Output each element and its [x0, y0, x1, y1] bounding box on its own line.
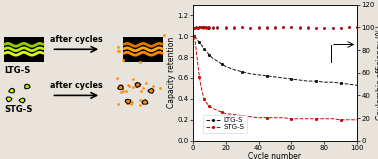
LTG-S	[281, 77, 285, 79]
LTG-S	[305, 80, 310, 82]
Polygon shape	[136, 83, 140, 87]
STG-S	[347, 119, 351, 121]
Bar	[4, 37, 44, 62]
STG-S	[199, 85, 203, 87]
STG-S	[195, 62, 200, 64]
Polygon shape	[135, 82, 141, 88]
LTG-S	[194, 37, 198, 39]
Polygon shape	[8, 88, 15, 93]
Line: LTG-S: LTG-S	[194, 35, 358, 86]
Text: STG-S: STG-S	[4, 105, 33, 114]
LTG-S	[204, 50, 208, 52]
LTG-S	[355, 84, 359, 86]
Polygon shape	[10, 89, 14, 92]
STG-S	[207, 105, 212, 107]
Bar	[123, 37, 163, 62]
STG-S	[232, 114, 236, 116]
STG-S	[330, 118, 335, 120]
LTG-S	[248, 73, 253, 75]
Text: after cycles: after cycles	[50, 35, 103, 44]
STG-S	[192, 35, 197, 37]
LTG-S	[199, 44, 203, 45]
STG-S	[220, 111, 225, 113]
Polygon shape	[119, 86, 122, 89]
STG-S	[281, 117, 285, 119]
LTG-S	[256, 74, 261, 76]
Text: LTG-S: LTG-S	[4, 66, 31, 75]
LTG-S	[322, 81, 327, 83]
LTG-S	[289, 78, 294, 80]
STG-S	[289, 118, 294, 120]
LTG-S	[210, 57, 215, 59]
Line: STG-S: STG-S	[194, 35, 358, 121]
STG-S	[256, 117, 261, 119]
LTG-S	[202, 48, 206, 50]
STG-S	[305, 118, 310, 120]
STG-S	[297, 118, 302, 120]
Polygon shape	[5, 97, 12, 102]
LTG-S	[220, 63, 225, 65]
STG-S	[223, 113, 228, 114]
STG-S	[205, 103, 210, 105]
STG-S	[248, 116, 253, 118]
LTG-S	[265, 75, 269, 77]
STG-S	[200, 93, 205, 95]
LTG-S	[339, 82, 343, 84]
Polygon shape	[126, 100, 130, 103]
LTG-S	[223, 66, 228, 67]
STG-S	[215, 109, 220, 111]
STG-S	[273, 117, 277, 119]
Polygon shape	[19, 97, 25, 103]
STG-S	[314, 118, 318, 120]
Polygon shape	[20, 99, 24, 102]
Polygon shape	[147, 88, 155, 94]
Polygon shape	[124, 99, 131, 104]
Polygon shape	[25, 85, 29, 88]
LTG-S	[205, 52, 210, 54]
Polygon shape	[143, 100, 147, 104]
LTG-S	[314, 80, 318, 82]
Polygon shape	[7, 98, 11, 101]
STG-S	[339, 119, 343, 121]
LTG-S	[195, 39, 200, 41]
LTG-S	[297, 79, 302, 81]
STG-S	[204, 101, 208, 103]
LTG-S	[192, 35, 197, 37]
STG-S	[197, 76, 201, 78]
LTG-S	[197, 41, 201, 43]
STG-S	[355, 119, 359, 121]
STG-S	[265, 117, 269, 119]
X-axis label: Cycle number: Cycle number	[248, 152, 302, 159]
LTG-S	[207, 54, 212, 56]
LTG-S	[240, 71, 244, 73]
LTG-S	[273, 76, 277, 78]
STG-S	[210, 107, 215, 109]
Polygon shape	[24, 83, 31, 89]
LTG-S	[232, 69, 236, 71]
STG-S	[194, 48, 198, 50]
STG-S	[240, 115, 244, 117]
Y-axis label: Coulombic efficiency (%): Coulombic efficiency (%)	[376, 25, 378, 120]
Y-axis label: Capacity retention: Capacity retention	[167, 37, 176, 108]
LTG-S	[330, 81, 335, 83]
LTG-S	[200, 46, 205, 48]
STG-S	[322, 118, 327, 120]
STG-S	[202, 98, 206, 100]
LTG-S	[215, 60, 220, 62]
Legend: LTG-S, STG-S: LTG-S, STG-S	[203, 115, 247, 133]
Polygon shape	[141, 99, 149, 105]
LTG-S	[347, 83, 351, 85]
Polygon shape	[149, 89, 153, 93]
Text: after cycles: after cycles	[50, 81, 103, 90]
Polygon shape	[117, 85, 124, 90]
